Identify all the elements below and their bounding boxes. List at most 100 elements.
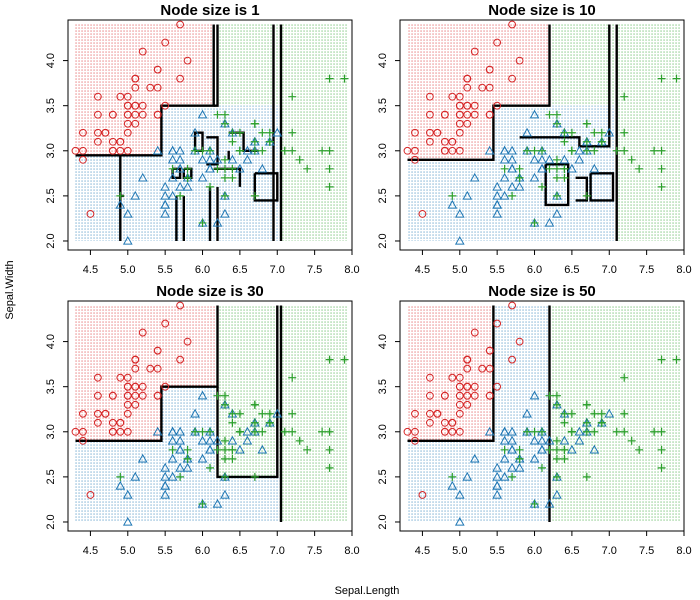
point-setosa [463, 355, 472, 364]
point-setosa [411, 128, 419, 137]
point-versicolor [242, 426, 253, 436]
x-tick-label: 6.0 [195, 264, 210, 276]
point-setosa [515, 56, 524, 65]
point-setosa [93, 391, 102, 400]
point-virginica [250, 472, 259, 481]
point-virginica [176, 472, 185, 481]
point-versicolor [212, 435, 223, 445]
point-setosa [131, 391, 140, 400]
point-virginica [627, 155, 636, 164]
point-virginica [235, 146, 244, 155]
point-virginica [206, 182, 214, 191]
point-setosa [153, 83, 162, 92]
point-versicolor [160, 181, 171, 191]
point-virginica [325, 463, 334, 472]
region-virginica [549, 24, 681, 106]
point-virginica [657, 427, 666, 436]
plot-frame [399, 300, 685, 532]
point-setosa [411, 155, 419, 164]
point-setosa [433, 409, 442, 418]
point-virginica [325, 427, 334, 436]
point-setosa [463, 110, 472, 119]
plot-area [403, 20, 681, 245]
point-virginica [250, 427, 259, 436]
point-setosa [455, 101, 464, 110]
point-versicolor [137, 172, 148, 182]
point-virginica [597, 409, 606, 418]
point-setosa [425, 409, 434, 418]
point-virginica [295, 155, 304, 164]
point-virginica [303, 164, 312, 173]
point-virginica [265, 409, 274, 418]
point-versicolor [257, 163, 268, 173]
x-tick-label: 6.5 [232, 545, 247, 557]
point-versicolor [167, 453, 178, 463]
point-versicolor [115, 199, 126, 209]
point-virginica [220, 155, 229, 164]
point-virginica [288, 427, 297, 436]
point-versicolor [537, 435, 547, 445]
region-virginica [616, 105, 681, 241]
x-tick-label: 6.0 [195, 545, 210, 557]
x-tick-label: 5.0 [452, 264, 467, 276]
point-virginica [672, 74, 681, 83]
point-versicolor [182, 462, 193, 472]
point-virginica [220, 400, 229, 409]
point-versicolor [272, 408, 283, 418]
point-setosa [183, 337, 192, 346]
y-tick-label: 3.5 [377, 98, 389, 113]
point-setosa [116, 92, 125, 101]
point-virginica [183, 454, 192, 463]
point-versicolor [122, 235, 133, 245]
point-versicolor [492, 489, 503, 499]
point-setosa [131, 83, 140, 92]
point-setosa [448, 92, 457, 101]
point-virginica [582, 191, 591, 200]
point-versicolor [160, 489, 171, 499]
point-virginica [235, 128, 244, 137]
point-virginica [265, 418, 274, 427]
point-setosa [123, 382, 132, 391]
y-tick-label: 2.5 [45, 469, 57, 484]
point-setosa [161, 101, 170, 110]
point-versicolor [552, 208, 562, 218]
point-setosa [123, 427, 132, 436]
x-tick-label: 4.5 [415, 264, 430, 276]
point-versicolor [544, 217, 555, 227]
point-versicolor [454, 208, 465, 218]
point-setosa [508, 355, 517, 364]
point-setosa [448, 137, 457, 146]
point-versicolor [529, 109, 540, 119]
point-versicolor [559, 435, 570, 445]
point-versicolor [574, 435, 585, 445]
point-setosa [93, 128, 102, 137]
point-versicolor [160, 199, 171, 209]
point-virginica [650, 427, 659, 436]
point-setosa [123, 110, 132, 119]
x-tick-label: 8.0 [676, 545, 691, 557]
point-versicolor [175, 154, 185, 164]
point-virginica [191, 146, 200, 155]
point-versicolor [544, 498, 555, 508]
point-virginica [530, 146, 539, 155]
point-versicolor [529, 154, 540, 164]
point-virginica [552, 436, 561, 445]
y-tick-label: 2.5 [45, 188, 57, 203]
point-virginica [198, 146, 207, 155]
point-setosa [93, 418, 102, 427]
point-versicolor [242, 435, 253, 445]
point-setosa [455, 119, 464, 128]
point-virginica [258, 128, 267, 137]
point-setosa [131, 119, 140, 128]
point-versicolor [567, 444, 577, 454]
point-virginica [582, 418, 591, 427]
point-versicolor [507, 426, 517, 436]
point-setosa [108, 146, 117, 155]
point-versicolor [205, 163, 215, 173]
point-setosa [93, 92, 102, 101]
point-virginica [582, 427, 591, 436]
point-virginica [612, 427, 621, 436]
point-setosa [161, 38, 170, 47]
region-versicolor [407, 440, 494, 522]
point-setosa [455, 373, 464, 382]
